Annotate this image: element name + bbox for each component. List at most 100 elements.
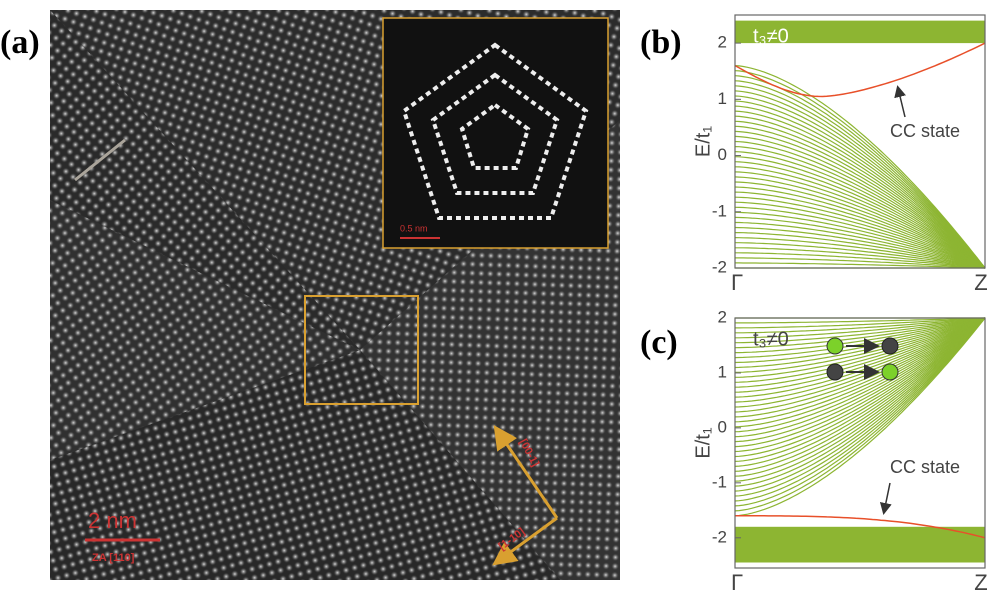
band-curve (734, 191, 986, 269)
band-curve (734, 120, 986, 269)
y-tick-label: 0 (718, 417, 727, 436)
band-curve (734, 166, 986, 269)
flat-band (735, 20, 985, 44)
band-curve (734, 317, 986, 477)
cc-state-curve (734, 42, 986, 98)
band-curve (734, 85, 986, 269)
band-curve (734, 70, 986, 269)
band-curve (735, 232, 986, 269)
band-curve (734, 317, 986, 517)
callout: CC state (890, 121, 960, 141)
band-curve (734, 176, 986, 269)
band-curve (734, 317, 986, 418)
band-curve (734, 156, 986, 269)
band-curve (735, 247, 986, 269)
band-curve (734, 317, 986, 428)
band-curve (734, 115, 986, 269)
band-curve (734, 317, 986, 369)
zone-axis: ZA [110] (92, 552, 135, 564)
y-axis-label: E/t₁ (692, 427, 714, 458)
band-curve (734, 140, 986, 269)
band-curve (734, 171, 986, 269)
band-curve (735, 221, 986, 269)
band-curve (734, 151, 986, 269)
band-curve (734, 317, 986, 413)
band-curve (734, 317, 986, 359)
y-tick-label: 0 (718, 145, 727, 164)
zoom-box (304, 295, 419, 405)
band-curve (735, 317, 986, 339)
y-tick-label: -2 (712, 257, 727, 276)
x-tick-label: Z (974, 270, 987, 295)
scale-label: 2 nm (88, 508, 137, 533)
annotation: t₃≠0 (753, 328, 789, 350)
band-curve (734, 317, 986, 408)
band-curve (734, 317, 986, 438)
band-curve (734, 317, 986, 403)
y-tick-label: -1 (712, 201, 727, 220)
band-curve (735, 317, 986, 354)
band-curve (734, 317, 986, 487)
band-curve (734, 226, 986, 269)
callout-arrow (894, 85, 906, 118)
y-tick-label: 1 (718, 89, 727, 108)
inset-scale: 0.5 nm (400, 223, 428, 233)
inset: 0.5 nm (382, 17, 609, 249)
callout-arrow (879, 482, 892, 515)
band-curve (735, 317, 986, 324)
band-curve (735, 317, 986, 378)
y-tick-label: -1 (712, 472, 727, 491)
band-curve (735, 242, 986, 269)
band-curve (734, 317, 986, 393)
panel-label: (b) (640, 24, 682, 61)
cc-state-curve (735, 515, 986, 539)
band-curve (735, 257, 986, 269)
band-curve (734, 317, 986, 507)
band-curve (735, 317, 986, 334)
band-curve (734, 317, 986, 349)
band-curve (735, 252, 986, 269)
band-curve (734, 161, 986, 269)
band-curve (734, 317, 986, 383)
band-curve (734, 65, 986, 269)
flat-band (735, 526, 985, 563)
y-axis-label: E/t₁ (692, 126, 714, 157)
x-tick-label: Γ (731, 270, 743, 295)
band-curve (734, 105, 986, 269)
band-curve (734, 317, 986, 458)
band-curve (734, 196, 986, 269)
callout: CC state (890, 457, 960, 477)
band-curve (734, 317, 986, 423)
band-curve (734, 135, 986, 269)
y-tick-label: 1 (718, 362, 727, 381)
band-curve (734, 317, 986, 373)
band-curve (734, 181, 986, 269)
band-curve (734, 317, 986, 482)
band-curve (735, 262, 986, 269)
direction-arrow (493, 425, 559, 519)
direction-arrow (492, 516, 558, 566)
band-curve (734, 317, 986, 433)
band-plot: -2 -1 0 1 2 Γ Z E/t₁ t₃≠0 CC state (692, 307, 987, 594)
panel-label: (a) (0, 24, 40, 61)
annotation: t₃≠0 (753, 25, 789, 47)
band-curve (734, 90, 986, 269)
band-curve (734, 130, 986, 269)
band-curve (735, 317, 986, 344)
band-curve (734, 110, 986, 269)
x-tick-label: Γ (731, 570, 743, 595)
band-curve (734, 95, 986, 269)
band-curve (734, 211, 986, 269)
band-curve (734, 317, 986, 448)
band-curve (734, 317, 986, 388)
y-tick-label: 2 (718, 307, 727, 326)
band-curve (734, 146, 986, 269)
y-tick-label: 2 (718, 33, 727, 52)
band-curve (734, 125, 986, 269)
band-curve (734, 317, 986, 512)
band-curve (734, 201, 986, 269)
hopping-icon (826, 337, 899, 381)
band-curve (734, 317, 986, 467)
band-curve (734, 317, 986, 453)
band-plot: -2 -1 0 1 2 Γ Z E/t₁ t₃≠0 CC state (692, 14, 988, 295)
